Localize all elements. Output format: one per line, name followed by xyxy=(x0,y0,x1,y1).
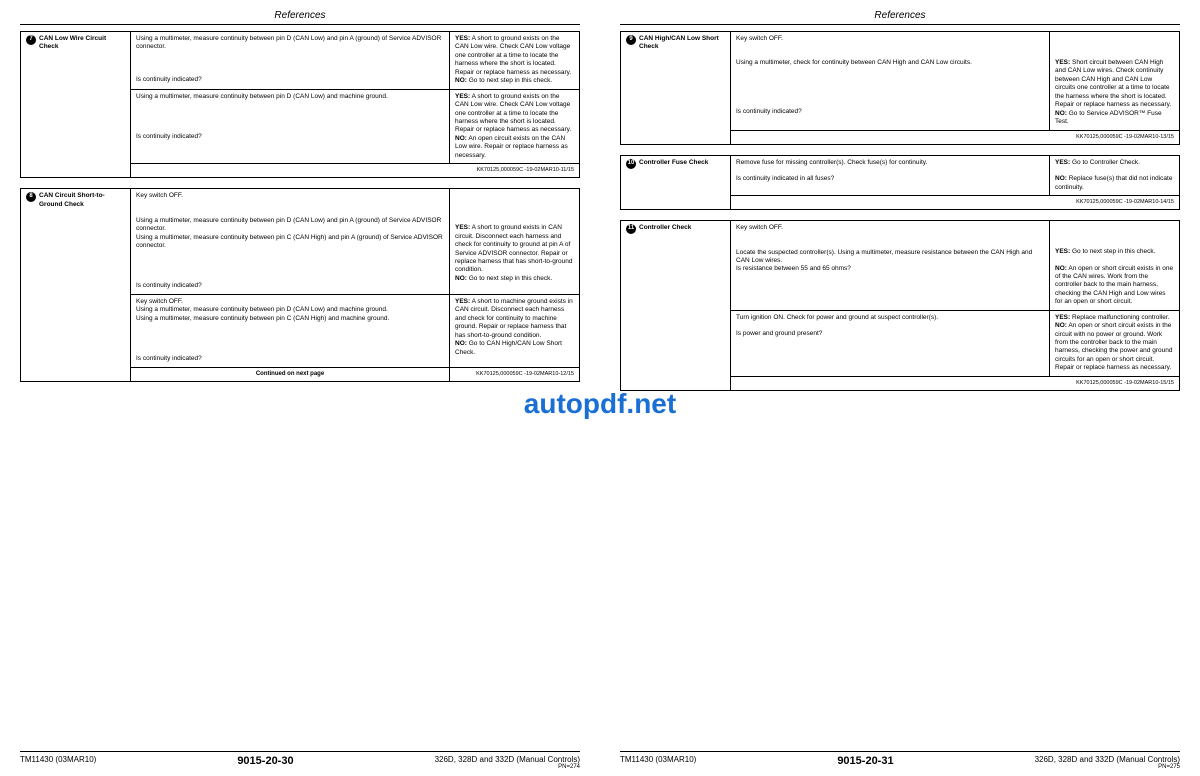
yes-result: YES: Short circuit between CAN High and … xyxy=(1055,59,1174,110)
step9-table: 9 CAN High/CAN Low Short Check Key switc… xyxy=(620,31,1180,145)
step-title: CAN High/CAN Low Short Check xyxy=(639,35,725,52)
footer-pn: PN=274 xyxy=(435,764,580,770)
yes-result: YES: A short to ground exists on the CAN… xyxy=(455,93,574,135)
question-text: Is continuity indicated? xyxy=(736,108,1044,116)
footer-section: 9015-20-31 xyxy=(837,755,893,767)
procedure-text: Key switch OFF. xyxy=(736,35,1044,43)
question-text: Is continuity indicated? xyxy=(136,76,444,84)
page-footer-left: TM11430 (03MAR10) 9015-20-30 326D, 328D … xyxy=(20,751,580,770)
step-number-icon: 10 xyxy=(626,159,636,169)
step-title: Controller Fuse Check xyxy=(639,159,708,167)
step11-table: 11 Controller Check Key switch OFF. Loca… xyxy=(620,220,1180,391)
page-header-left: References xyxy=(20,10,580,25)
reference-code: KK70125,000059C -19-02MAR10-11/15 xyxy=(131,164,580,178)
no-result: NO: An open circuit exists on the CAN Lo… xyxy=(455,135,574,160)
yes-result: YES: Replace malfunctioning controller. xyxy=(1055,314,1174,322)
continued-text: Continued on next page xyxy=(131,367,450,382)
yes-result: YES: A short to machine ground exists in… xyxy=(455,298,574,340)
procedure-text: Remove fuse for missing controller(s). C… xyxy=(736,159,1044,167)
reference-code: KK70125,000059C -19-02MAR10-15/15 xyxy=(731,376,1180,390)
footer-section: 9015-20-30 xyxy=(237,755,293,767)
footer-model: 326D, 328D and 332D (Manual Controls) PN… xyxy=(435,755,580,770)
no-result: NO: An open or short circuit exists in t… xyxy=(1055,322,1174,373)
procedure-text: Key switch OFF. xyxy=(136,298,444,306)
step8-table: 8 CAN Circuit Short-to-Ground Check Key … xyxy=(20,188,580,382)
page-footer-right: TM11430 (03MAR10) 9015-20-31 326D, 328D … xyxy=(620,751,1180,770)
step-number-icon: 9 xyxy=(626,35,636,45)
step-number-icon: 8 xyxy=(26,192,36,202)
reference-code: KK70125,000059C -19-02MAR10-12/15 xyxy=(450,367,580,382)
footer-pn: PN=275 xyxy=(1035,764,1180,770)
left-page: References 7 CAN Low Wire Circuit Check … xyxy=(0,0,600,776)
procedure-text: Turn ignition ON. Check for power and gr… xyxy=(736,314,1044,322)
no-result: NO: Go to next step in this check. xyxy=(455,77,574,85)
no-result: NO: An open or short circuit exists in o… xyxy=(1055,265,1174,307)
procedure-text: Using a multimeter, check for continuity… xyxy=(736,59,1044,67)
page-spread: References 7 CAN Low Wire Circuit Check … xyxy=(0,0,1200,776)
procedure-text: Key switch OFF. xyxy=(136,192,444,200)
no-result: NO: Go to next step in this check. xyxy=(455,275,574,283)
footer-doc-id: TM11430 (03MAR10) xyxy=(620,755,696,764)
step10-table: 10 Controller Fuse Check Remove fuse for… xyxy=(620,155,1180,210)
no-result: NO: Go to CAN High/CAN Low Short Check. xyxy=(455,340,574,357)
step-title: CAN Circuit Short-to-Ground Check xyxy=(39,192,125,209)
question-text: Is power and ground present? xyxy=(736,330,1044,338)
procedure-text: Key switch OFF. xyxy=(736,224,1044,232)
yes-result: YES: A short to ground exists in CAN cir… xyxy=(455,224,574,275)
reference-code: KK70125,000059C -19-02MAR10-14/15 xyxy=(731,195,1180,209)
procedure-text: Using a multimeter, measure continuity b… xyxy=(136,315,444,323)
procedure-text: Using a multimeter, measure continuity b… xyxy=(136,306,444,314)
question-text: Is resistance between 55 and 65 ohms? xyxy=(736,265,1044,273)
question-text: Is continuity indicated? xyxy=(136,282,444,290)
footer-model: 326D, 328D and 332D (Manual Controls) PN… xyxy=(1035,755,1180,770)
question-text: Is continuity indicated? xyxy=(136,133,444,141)
page-header-right: References xyxy=(620,10,1180,25)
procedure-text: Using a multimeter, measure continuity b… xyxy=(136,234,444,251)
procedure-text: Using a multimeter, measure continuity b… xyxy=(136,93,444,101)
procedure-text: Locate the suspected controller(s). Usin… xyxy=(736,249,1044,266)
step-title: CAN Low Wire Circuit Check xyxy=(39,35,125,52)
no-result: NO: Replace fuse(s) that did not indicat… xyxy=(1055,175,1174,192)
right-page: References 9 CAN High/CAN Low Short Chec… xyxy=(600,0,1200,776)
question-text: Is continuity indicated? xyxy=(136,355,444,363)
footer-doc-id: TM11430 (03MAR10) xyxy=(20,755,96,764)
procedure-text: Using a multimeter, measure continuity b… xyxy=(136,35,444,52)
yes-result: YES: Go to Controller Check. xyxy=(1055,159,1174,167)
question-text: Is continuity indicated in all fuses? xyxy=(736,175,1044,183)
step-number-icon: 11 xyxy=(626,224,636,234)
no-result: NO: Go to Service ADVISOR™ Fuse Test. xyxy=(1055,110,1174,127)
yes-result: YES: A short to ground exists on the CAN… xyxy=(455,35,574,77)
step7-table: 7 CAN Low Wire Circuit Check Using a mul… xyxy=(20,31,580,178)
step-number-icon: 7 xyxy=(26,35,36,45)
reference-code: KK70125,000059C -19-02MAR10-13/15 xyxy=(731,130,1180,144)
step-title: Controller Check xyxy=(639,224,691,232)
yes-result: YES: Go to next step in this check. xyxy=(1055,248,1174,256)
procedure-text: Using a multimeter, measure continuity b… xyxy=(136,217,444,234)
